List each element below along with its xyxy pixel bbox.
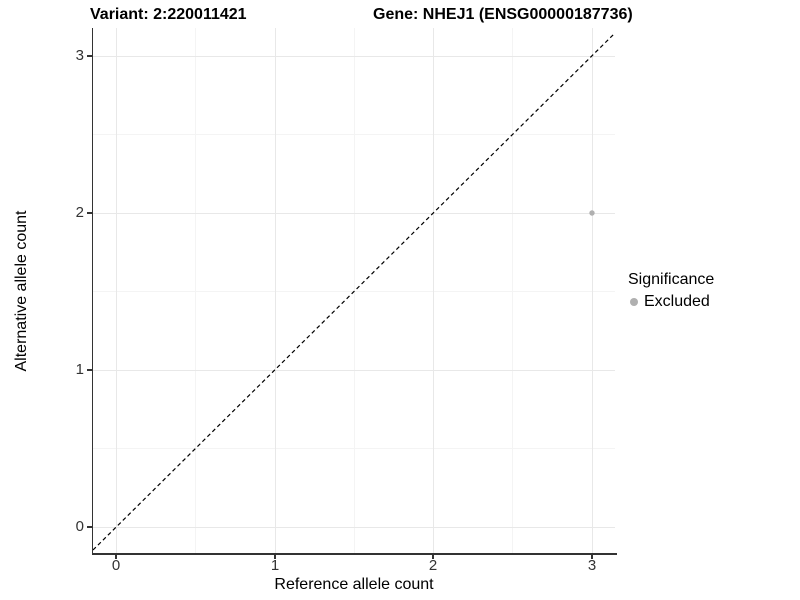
- gridline-major-v: [116, 28, 117, 553]
- gridline-major-v: [592, 28, 593, 553]
- x-tick-mark: [432, 554, 434, 559]
- plot-title-gene: Gene: NHEJ1 (ENSG00000187736): [373, 6, 633, 23]
- legend-title: Significance: [628, 271, 715, 288]
- x-axis-title: Reference allele count: [274, 576, 434, 593]
- gridline-major-h: [93, 56, 615, 57]
- data-point-excluded: [589, 210, 595, 216]
- gridline-major-v: [433, 28, 434, 553]
- gridline-minor-h: [93, 448, 615, 449]
- x-tick-label: 2: [428, 557, 438, 574]
- y-axis-line: [91, 28, 93, 555]
- y-tick-label: 0: [75, 518, 84, 535]
- x-tick-label: 1: [270, 557, 280, 574]
- gridline-major-h: [93, 370, 615, 371]
- y-tick-mark: [87, 526, 92, 528]
- x-tick-mark: [591, 554, 593, 559]
- y-tick-mark: [87, 55, 92, 57]
- y-tick-mark: [87, 369, 92, 371]
- gridline-major-v: [275, 28, 276, 553]
- x-tick-mark: [115, 554, 117, 559]
- x-tick-label: 3: [587, 557, 597, 574]
- y-tick-mark: [87, 212, 92, 214]
- gridline-major-h: [93, 213, 615, 214]
- y-tick-label: 1: [75, 361, 84, 378]
- gridline-major-h: [93, 527, 615, 528]
- y-tick-label: 3: [75, 47, 84, 64]
- plot-panel: [93, 28, 615, 553]
- legend: Significance Excluded: [628, 270, 714, 312]
- gridline-minor-v: [354, 28, 355, 553]
- legend-key-dot-icon: [630, 298, 638, 306]
- y-tick-label: 2: [75, 204, 84, 221]
- gridline-minor-h: [93, 134, 615, 135]
- x-tick-mark: [274, 554, 276, 559]
- plot-canvas: [93, 32, 615, 551]
- plot-title-variant: Variant: 2:220011421: [90, 6, 247, 23]
- legend-entry-label: Excluded: [644, 293, 710, 310]
- x-tick-label: 0: [111, 557, 121, 574]
- y-axis-title: Alternative allele count: [13, 210, 30, 372]
- x-axis-line: [91, 553, 617, 555]
- gridline-minor-v: [195, 28, 196, 553]
- legend-entry-excluded: Excluded: [628, 292, 714, 312]
- legend-dot: [630, 298, 638, 306]
- identity-dashed-line: [93, 32, 615, 551]
- gridline-minor-v: [512, 28, 513, 553]
